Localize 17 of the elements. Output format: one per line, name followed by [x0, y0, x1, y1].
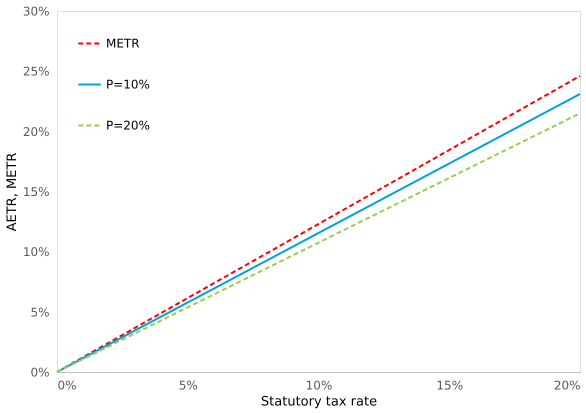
y-tick-label: 25% [22, 64, 50, 79]
y-tick-label: 10% [22, 245, 50, 260]
legend-label: P=10% [106, 78, 150, 92]
legend-label: METR [106, 36, 140, 50]
x-tick-label: 0% [58, 378, 77, 392]
legend-label: P=20% [106, 118, 150, 132]
x-tick-label: 10% [306, 378, 332, 392]
x-tick-label: 20% [554, 378, 580, 392]
y-tick-label: 30% [22, 4, 50, 18]
x-axis-title: Statutory tax rate [260, 394, 378, 410]
x-tick-label: 5% [178, 378, 198, 392]
y-tick-label: 0% [30, 366, 50, 380]
y-axis-title: AETR, METR [4, 152, 20, 232]
x-tick-label: 15% [436, 378, 464, 392]
y-tick-label: 5% [30, 305, 50, 320]
y-tick-label: 20% [22, 124, 50, 139]
y-tick-label: 15% [22, 185, 50, 199]
